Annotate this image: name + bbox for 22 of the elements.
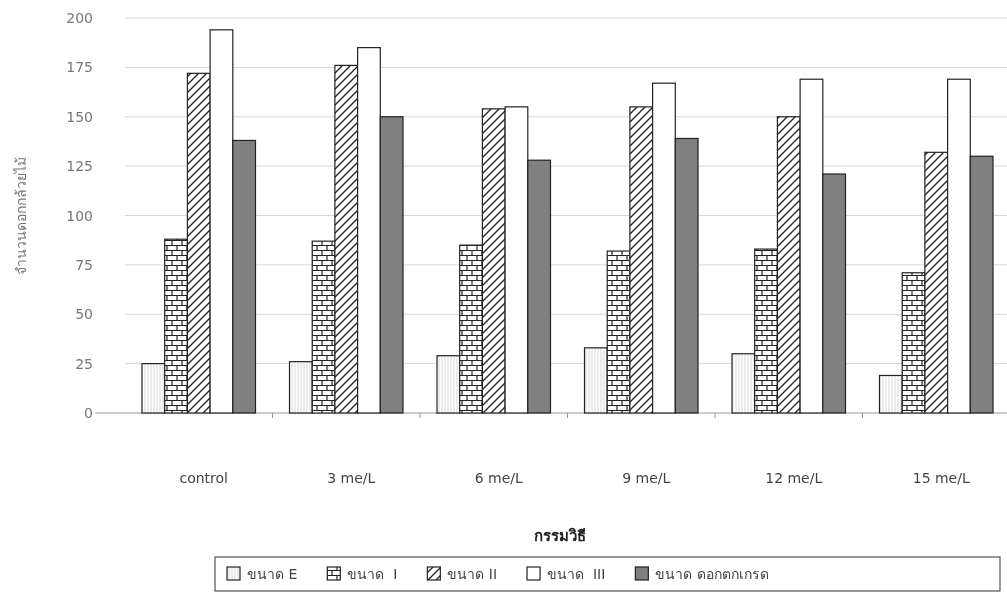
x-tick-label: 3 me/L <box>327 470 376 486</box>
y-tick-label: 125 <box>66 158 93 175</box>
legend-label: ขนาด ดอกตกเกรด <box>655 566 769 582</box>
y-tick-label: 75 <box>75 256 93 273</box>
x-tick-label: 9 me/L <box>622 470 671 486</box>
y-tick-label: 25 <box>75 355 93 372</box>
y-axis-title: จำนวนดอกกล้วยไม้ <box>13 157 29 275</box>
legend-label: ขนาด III <box>547 566 606 582</box>
x-tick-label: 15 me/L <box>912 470 970 486</box>
x-tick-label: 12 me/L <box>765 470 823 486</box>
legend-label: ขนาด II <box>447 566 498 582</box>
legend-label: ขนาด I <box>347 566 398 582</box>
y-tick-label: 50 <box>75 306 93 323</box>
y-tick-label: 0 <box>84 405 93 421</box>
legend-label: ขนาด E <box>247 566 298 582</box>
y-tick-label: 100 <box>66 207 93 224</box>
y-tick-label: 175 <box>66 59 93 76</box>
y-tick-label: 150 <box>66 108 93 125</box>
x-tick-label: 6 me/L <box>474 470 524 486</box>
x-axis-title: กรรมวิธี <box>534 527 586 545</box>
y-tick-label: 200 <box>66 10 93 26</box>
x-tick-label: control <box>179 470 229 486</box>
